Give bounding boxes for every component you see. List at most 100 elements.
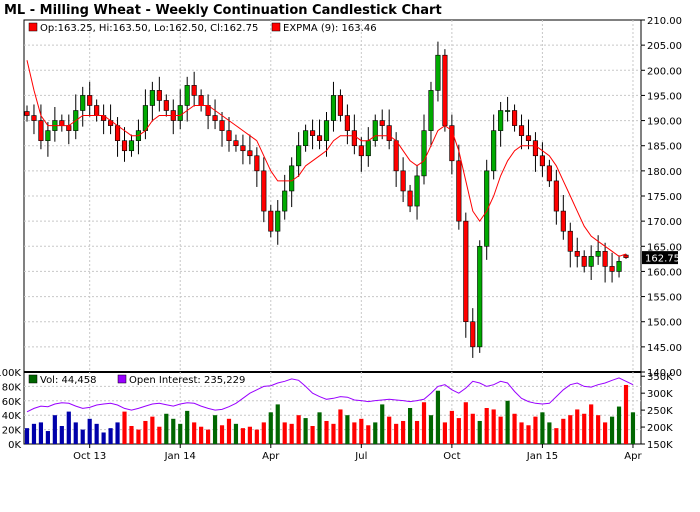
- candle: [289, 157, 295, 208]
- volume-bar: [219, 425, 225, 444]
- volume-bar: [87, 418, 92, 444]
- candle: [372, 114, 378, 147]
- candle-body: [114, 125, 121, 141]
- x-tick-label: Oct 13: [73, 451, 106, 462]
- volume-bar: [421, 402, 427, 444]
- candle-body: [400, 170, 406, 192]
- oi-right-axis: 350K 300K 250K 200K 150K: [641, 372, 673, 451]
- candle-body: [456, 160, 462, 222]
- candle: [156, 76, 162, 112]
- candle: [379, 109, 385, 140]
- price-tick-label: 160.00: [647, 267, 682, 278]
- candle-body: [247, 150, 253, 157]
- candle-body: [191, 85, 197, 96]
- candle-body: [66, 125, 72, 131]
- oi-tick-label: 150K: [647, 440, 673, 451]
- candle-body: [344, 115, 350, 131]
- volume-bar: [80, 429, 85, 444]
- oi-legend-swatch: [117, 374, 127, 384]
- candle: [539, 142, 545, 177]
- volume-bar: [303, 418, 308, 444]
- volume-bar: [52, 415, 57, 444]
- candle-body: [393, 140, 399, 172]
- candle-body: [163, 100, 169, 111]
- candle: [414, 164, 420, 220]
- candle-body: [421, 130, 427, 177]
- oi-legend: Open Interest: 235,229: [129, 375, 245, 386]
- candle: [191, 71, 197, 107]
- candle: [407, 184, 413, 213]
- candle-body: [219, 120, 225, 131]
- candle-body: [491, 130, 497, 172]
- volume-tick-label: 100K: [0, 368, 21, 379]
- volume-bar: [366, 425, 371, 444]
- candle-body: [449, 125, 455, 162]
- candle-body: [310, 130, 316, 136]
- volume-bar: [157, 426, 162, 444]
- candle-body: [525, 135, 532, 141]
- candle-body: [623, 254, 629, 258]
- candle: [219, 112, 225, 147]
- volume-bar: [45, 431, 50, 444]
- candle: [553, 169, 559, 225]
- candle: [261, 157, 267, 223]
- volume-bar: [129, 426, 134, 444]
- volume-bar: [554, 428, 559, 444]
- last-price-box: [642, 251, 678, 265]
- candle-body: [323, 120, 330, 141]
- candle-body: [511, 110, 518, 126]
- chart-title: ML - Milling Wheat - Weekly Continuation…: [4, 3, 442, 18]
- candle-body: [553, 180, 559, 212]
- volume-bar: [498, 416, 503, 444]
- volume-tick-label: 40K: [2, 411, 22, 422]
- volume-bar: [282, 422, 287, 444]
- candle: [212, 99, 218, 130]
- candle-body: [539, 155, 545, 167]
- candle-body: [45, 130, 51, 141]
- candle-body: [574, 251, 580, 257]
- volume-bar: [150, 416, 155, 444]
- candle-body: [94, 105, 100, 116]
- candle: [491, 114, 497, 180]
- x-tick-label: Jan 14: [164, 451, 196, 462]
- volume-bar: [275, 404, 280, 444]
- candle: [316, 119, 323, 150]
- volume-bar: [575, 409, 580, 444]
- candle: [80, 86, 86, 127]
- candle-body: [240, 145, 246, 152]
- volume-bar: [199, 426, 204, 444]
- volume-bar: [289, 423, 294, 444]
- volume-bar: [324, 420, 329, 444]
- candle: [45, 122, 51, 157]
- candle-body: [156, 90, 162, 101]
- candle: [442, 49, 448, 132]
- volume-bar: [561, 418, 566, 444]
- candle: [163, 94, 169, 117]
- volume-bar: [394, 423, 399, 444]
- volume-bar: [456, 418, 461, 444]
- volume-bar: [115, 422, 120, 444]
- candle: [337, 89, 343, 122]
- candle-body: [484, 170, 490, 247]
- candle: [588, 245, 594, 280]
- candle-body: [268, 210, 274, 232]
- volume-bar: [435, 390, 441, 444]
- volume-bar: [317, 412, 322, 444]
- candle: [38, 104, 44, 150]
- candle: [344, 104, 350, 145]
- volume-bar: [630, 412, 636, 444]
- candle-body: [560, 210, 566, 232]
- candle-body: [177, 105, 183, 121]
- volume-bar: [240, 428, 246, 444]
- volume-bar: [66, 411, 71, 444]
- candle: [128, 134, 135, 157]
- x-tick-label: Apr: [262, 451, 280, 462]
- candle-body: [184, 85, 190, 106]
- candle-body: [198, 95, 204, 106]
- candle: [525, 119, 532, 150]
- price-tick-label: 170.00: [647, 217, 682, 228]
- candle-body: [414, 175, 420, 207]
- candle: [567, 222, 573, 268]
